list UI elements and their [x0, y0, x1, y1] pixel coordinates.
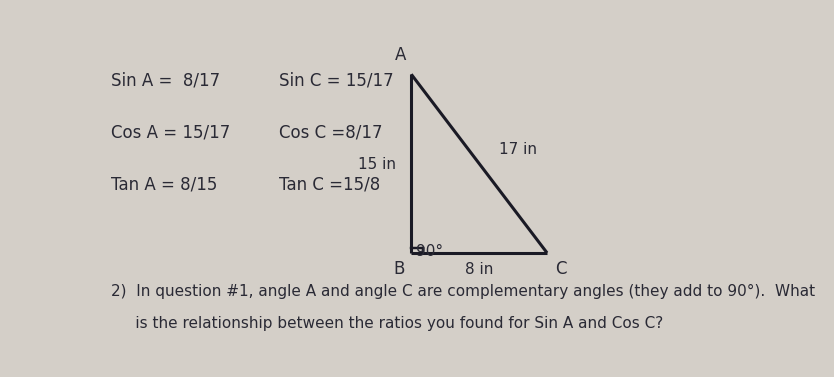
Text: Cos A = 15/17: Cos A = 15/17: [111, 123, 230, 141]
Text: B: B: [394, 260, 404, 278]
Text: is the relationship between the ratios you found for Sin A and Cos C?: is the relationship between the ratios y…: [111, 316, 663, 331]
Text: 15 in: 15 in: [359, 157, 396, 172]
Text: 8 in: 8 in: [465, 262, 494, 276]
Text: Sin A =  8/17: Sin A = 8/17: [111, 71, 220, 89]
Text: 17 in: 17 in: [499, 142, 536, 157]
Text: C: C: [555, 260, 567, 278]
Text: A: A: [395, 46, 407, 64]
Text: Cos C =8/17: Cos C =8/17: [279, 123, 382, 141]
Text: Tan C =15/8: Tan C =15/8: [279, 176, 380, 193]
Text: Tan A = 8/15: Tan A = 8/15: [111, 176, 217, 193]
Text: Sin C = 15/17: Sin C = 15/17: [279, 71, 394, 89]
Text: 2)  In question #1, angle A and angle C are complementary angles (they add to 90: 2) In question #1, angle A and angle C a…: [111, 285, 815, 299]
Text: 90°: 90°: [416, 244, 444, 259]
